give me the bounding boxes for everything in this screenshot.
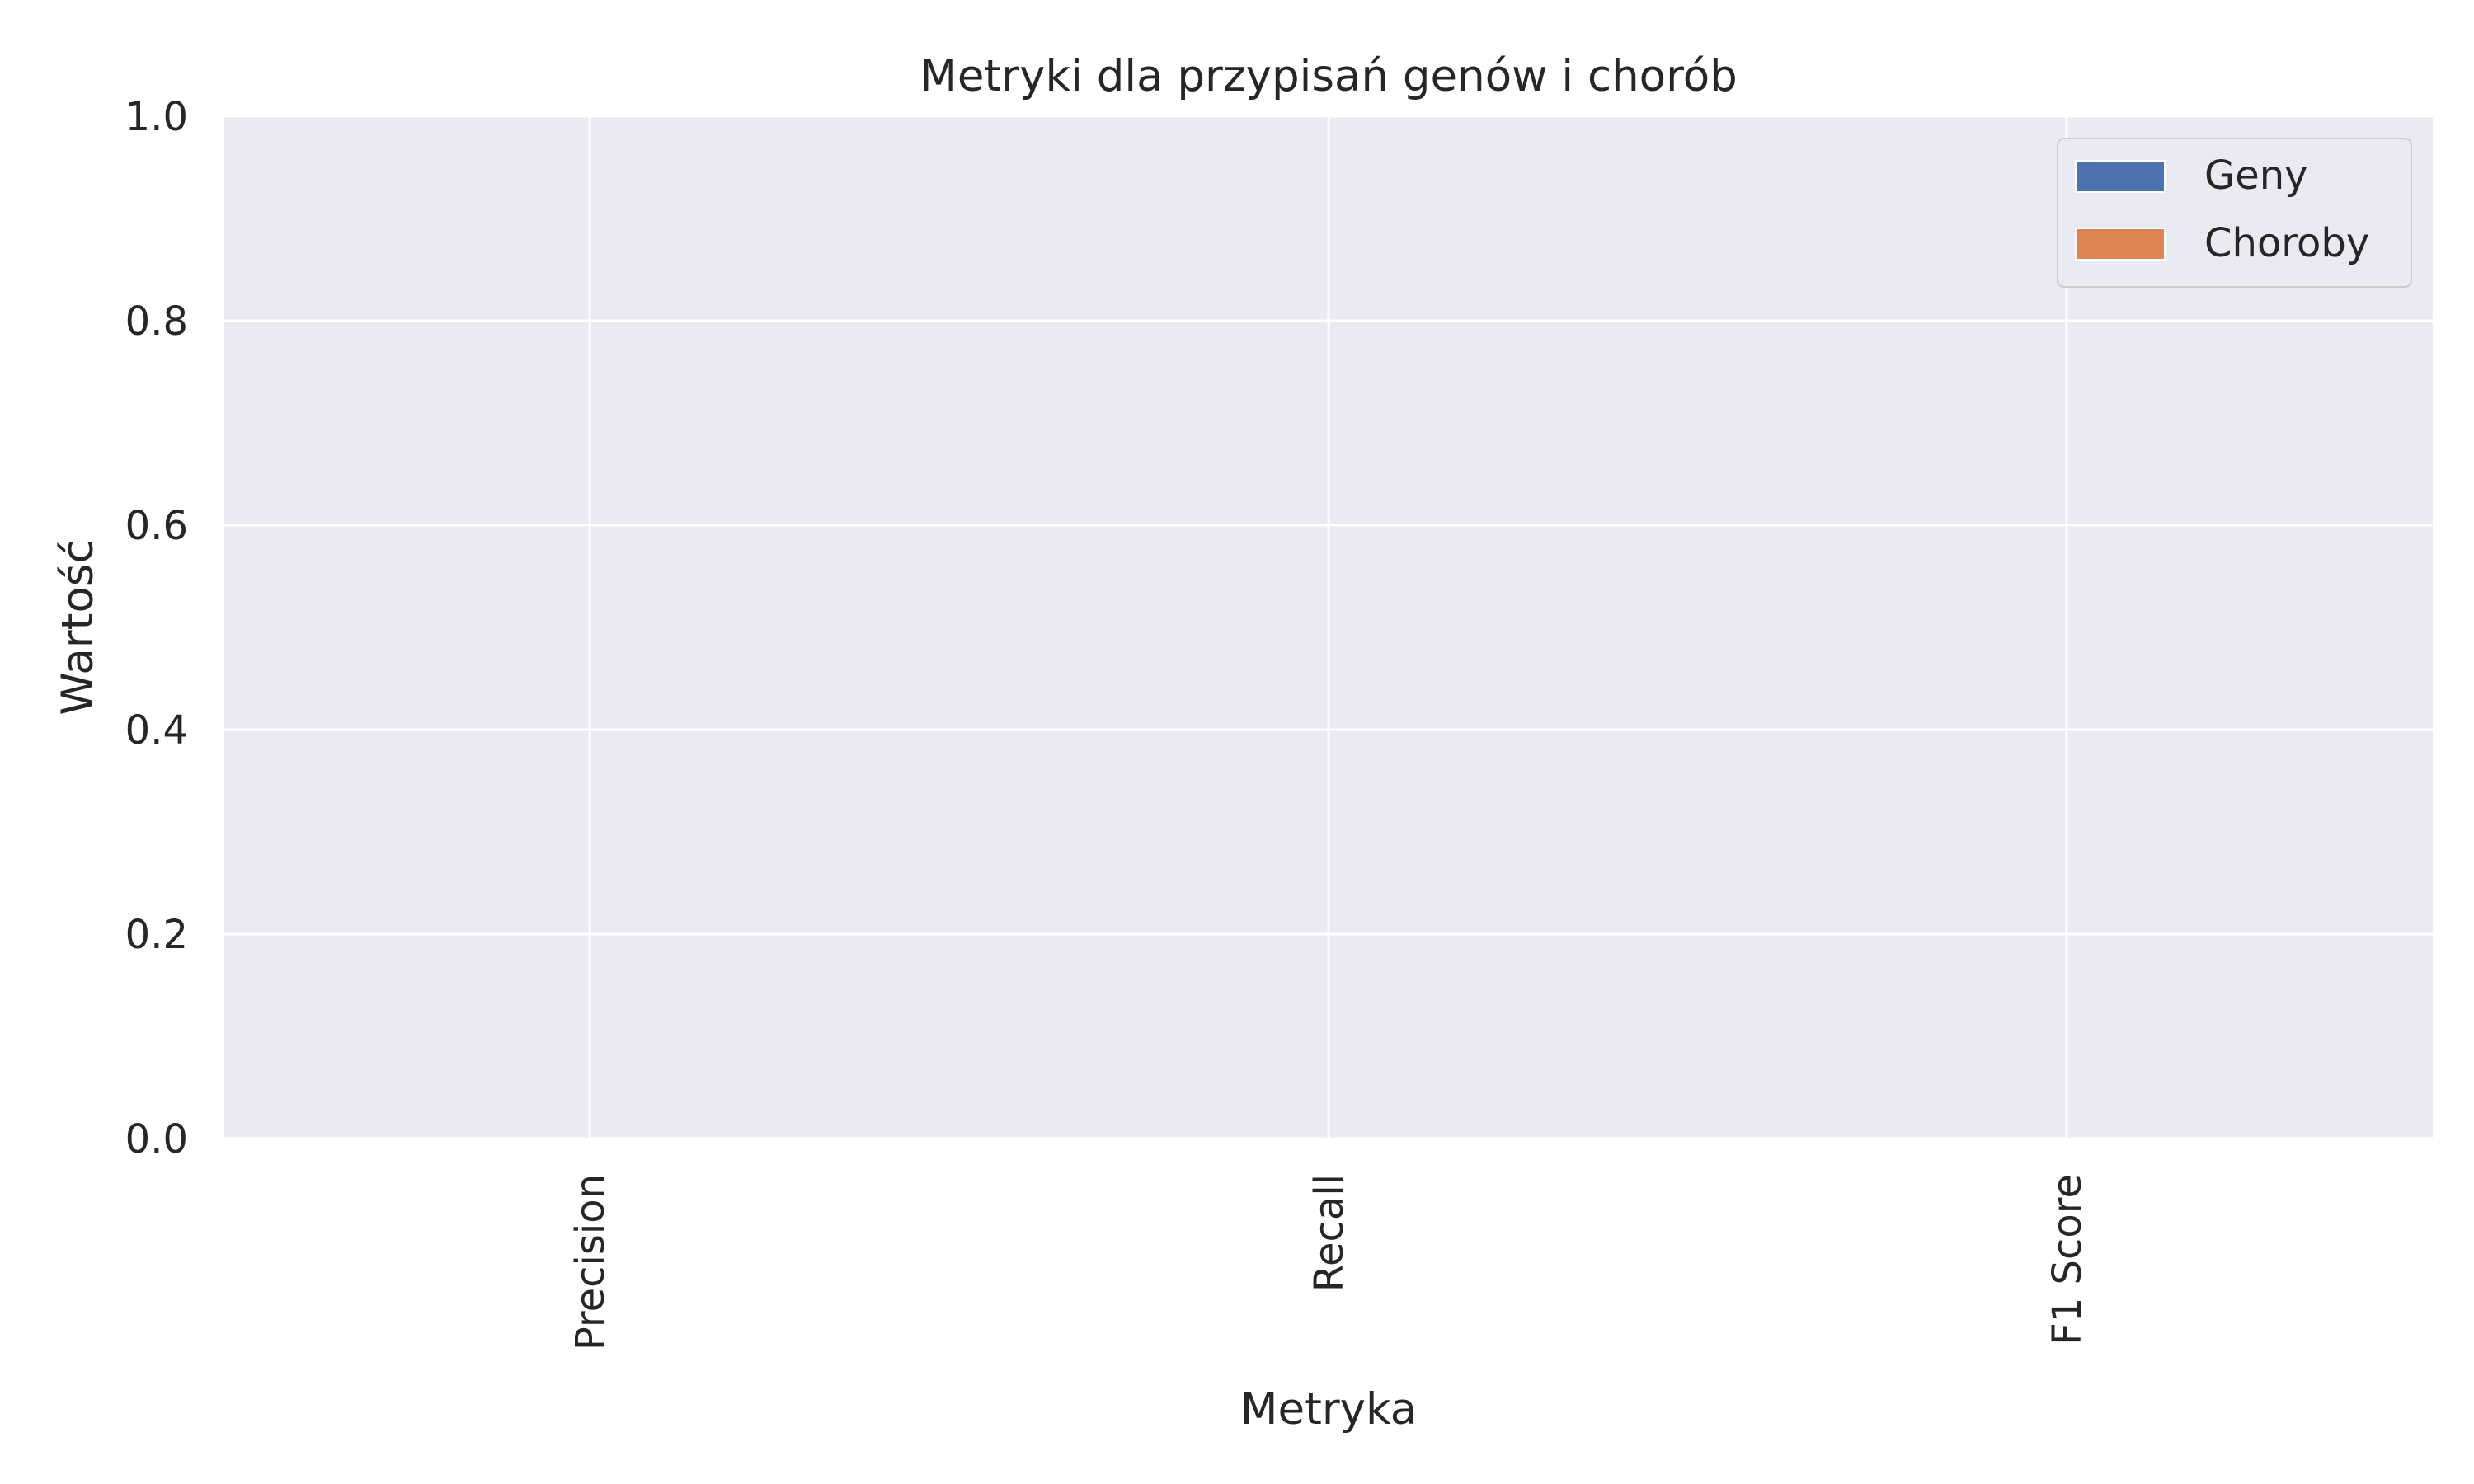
legend: Geny Choroby: [2057, 138, 2412, 288]
x-tick-labels: Precision Recall F1 Score: [567, 1174, 2091, 1350]
y-tick-label: 1.0: [125, 94, 188, 140]
legend-label-choroby: Choroby: [2204, 220, 2369, 266]
legend-swatch-choroby: [2075, 228, 2166, 261]
legend-swatch-geny: [2075, 160, 2166, 193]
y-tick-label: 0.4: [125, 707, 188, 754]
x-tick-label: Recall: [1306, 1174, 1352, 1292]
x-axis-title: Metryka: [1240, 1384, 1418, 1435]
chart-title: Metryki dla przypisań genów i chorób: [920, 51, 1738, 101]
x-tick-label: Precision: [567, 1174, 614, 1350]
y-tick-label: 0.0: [125, 1116, 188, 1162]
y-tick-label: 0.6: [125, 503, 188, 549]
y-tick-labels: 0.0 0.2 0.4 0.6 0.8 1.0: [125, 94, 188, 1162]
x-tick-label: F1 Score: [2044, 1174, 2091, 1345]
y-axis-title: Wartość: [53, 539, 103, 715]
y-tick-label: 0.8: [125, 298, 188, 345]
legend-label-geny: Geny: [2204, 153, 2308, 199]
y-tick-label: 0.2: [125, 912, 188, 958]
